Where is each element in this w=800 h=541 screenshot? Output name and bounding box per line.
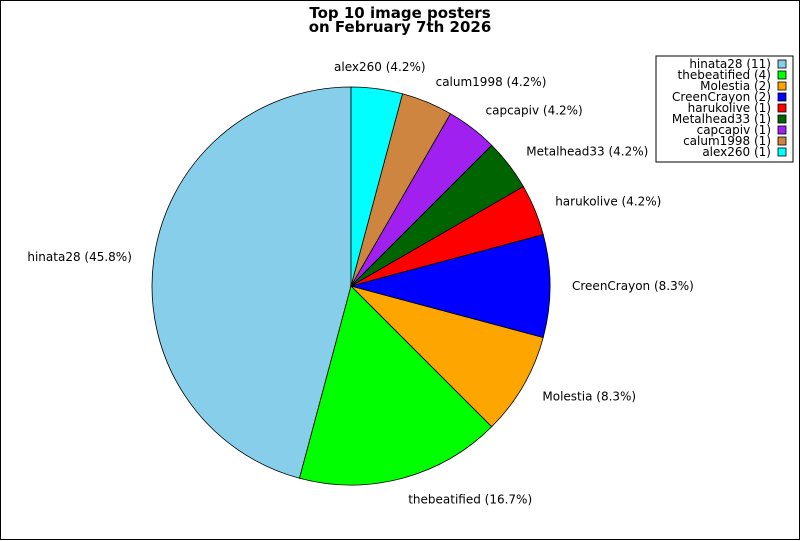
legend-swatch-metalhead33 [777, 114, 787, 124]
slice-label-harukolive: harukolive (4.2%) [555, 194, 661, 208]
chart-title-line2: on February 7th 2026 [309, 18, 492, 36]
slice-label-metalhead33: Metalhead33 (4.2%) [526, 145, 648, 159]
pie-slice-hinata28 [151, 86, 352, 479]
slice-label-creencrayon: CreenCrayon (8.3%) [572, 279, 694, 293]
legend-label-harukolive: harukolive (1) [688, 101, 771, 115]
slice-label-alex260: alex260 (4.2%) [334, 60, 426, 74]
legend-label-thebeatified: thebeatified (4) [678, 68, 771, 82]
pie-slice-creencrayon [349, 234, 551, 338]
legend-label-capcapiv: capcapiv (1) [697, 123, 771, 137]
legend-label-alex260: alex260 (1) [702, 145, 771, 159]
slice-labels: hinata28 (45.8%) thebeatified (16.7%) Mole… [27, 60, 693, 507]
pie-slice-molestia [349, 285, 544, 428]
legend-label-molestia: Molestia (2) [700, 79, 771, 93]
slice-label-calum1998: calum1998 (4.2%) [436, 75, 547, 89]
legend-label-calum1998: calum1998 (1) [683, 134, 771, 148]
pie-slice-alex260 [350, 86, 403, 287]
slice-label-capcapiv: capcapiv (4.2%) [486, 104, 583, 118]
chart-title-line1: Top 10 image posters [309, 4, 490, 22]
legend-swatch-creencrayon [777, 92, 787, 102]
pie-slices [151, 86, 551, 486]
legend-swatch-alex260 [777, 147, 787, 157]
slice-label-hinata28: hinata28 (45.8%) [27, 250, 132, 264]
legend-swatch-capcapiv [777, 125, 787, 135]
legend-swatch-molestia [777, 81, 787, 91]
legend-label-hinata28: hinata28 (11) [689, 57, 771, 71]
legend-items: hinata28 (11)thebeatified (4)Molestia (2… [672, 57, 787, 159]
legend-swatch-harukolive [777, 103, 787, 113]
legend-label-metalhead33: Metalhead33 (1) [672, 112, 771, 126]
legend-swatch-thebeatified [777, 70, 787, 80]
legend-box [655, 55, 794, 163]
legend-label-creencrayon: CreenCrayon (2) [672, 90, 771, 104]
legend-swatch-hinata28 [777, 59, 787, 69]
slice-label-thebeatified: thebeatified (16.7%) [408, 493, 532, 507]
legend-swatch-calum1998 [777, 136, 787, 146]
slice-label-molestia: Molestia (8.3%) [542, 390, 636, 404]
pie-slice-thebeatified [299, 285, 493, 486]
legend: hinata28 (11)thebeatified (4)Molestia (2… [655, 55, 794, 163]
